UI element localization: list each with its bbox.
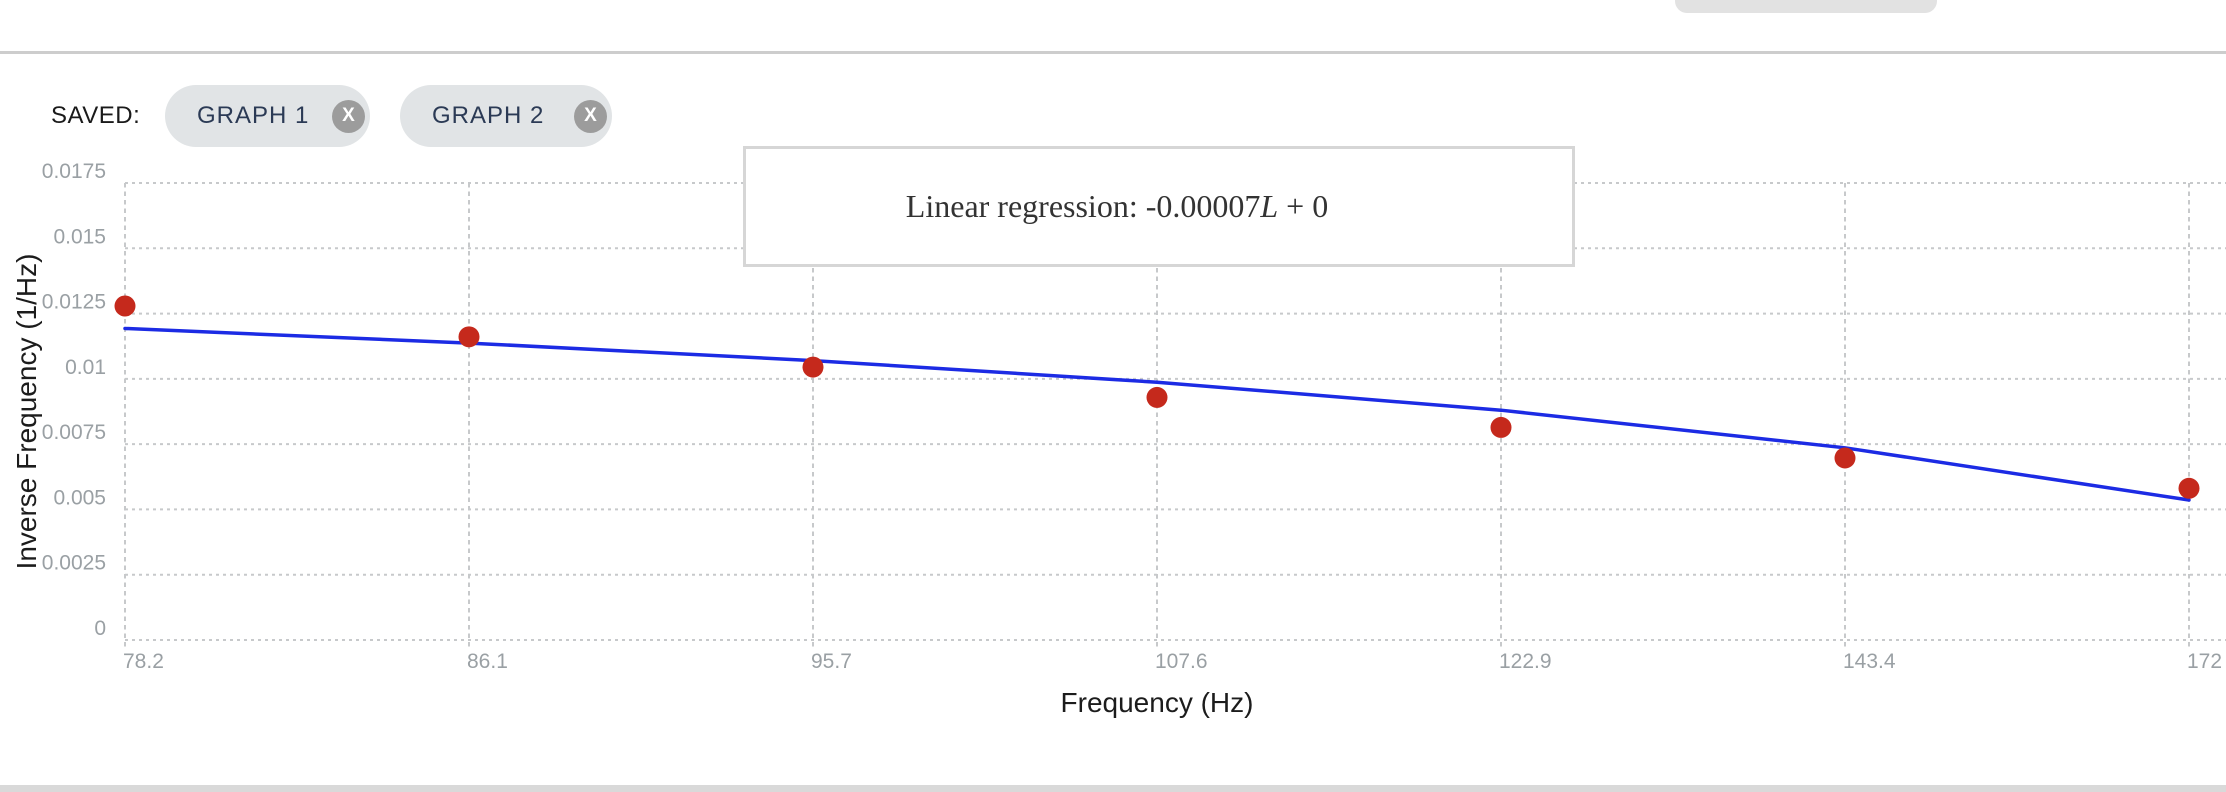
- data-point[interactable]: [1834, 447, 1856, 469]
- chip-close-button[interactable]: X: [574, 99, 607, 133]
- x-axis-tick-label: 143.4: [1843, 650, 1896, 673]
- y-axis-tick-label: 0.0075: [42, 421, 106, 444]
- chip-close-button[interactable]: X: [332, 99, 365, 133]
- data-point[interactable]: [458, 326, 480, 348]
- y-axis-tick-label: 0: [94, 617, 106, 640]
- data-point[interactable]: [114, 295, 136, 317]
- chip-label: GRAPH 2: [432, 102, 545, 129]
- x-axis-tick-label: 86.1: [467, 650, 508, 673]
- data-point[interactable]: [802, 356, 824, 378]
- top-divider: [0, 51, 2226, 54]
- y-axis-title: Inverse Frequency (1/Hz): [11, 254, 42, 570]
- saved-label: SAVED:: [51, 102, 141, 129]
- saved-graph-chip-1[interactable]: GRAPH 1 X: [165, 85, 370, 147]
- saved-graphs-bar: SAVED: GRAPH 1 X GRAPH 2 X: [0, 85, 2226, 147]
- regression-annotation-box: Linear regression: -0.00007 L + 0: [743, 146, 1575, 267]
- x-axis-tick-label: 95.7: [811, 650, 852, 673]
- data-point[interactable]: [2178, 477, 2200, 499]
- close-icon: X: [342, 105, 355, 126]
- regression-equation-suffix: + 0: [1278, 188, 1329, 224]
- close-icon: X: [584, 105, 597, 126]
- y-axis-tick-label: 0.01: [65, 356, 106, 379]
- data-point[interactable]: [1490, 416, 1512, 438]
- data-point[interactable]: [1146, 386, 1168, 408]
- regression-equation-variable: L: [1260, 188, 1279, 224]
- y-axis-tick-label: 0.0025: [42, 552, 106, 575]
- x-axis-tick-label: 172: [2187, 650, 2222, 673]
- saved-graph-chip-2[interactable]: GRAPH 2 X: [400, 85, 612, 147]
- x-axis-tick-label: 122.9: [1499, 650, 1552, 673]
- y-axis-tick-label: 0.0125: [42, 291, 106, 314]
- bottom-divider: [0, 785, 2226, 792]
- x-axis-tick-label: 78.2: [123, 650, 164, 673]
- partial-top-right-button[interactable]: [1675, 0, 1937, 13]
- chip-label: GRAPH 1: [197, 102, 310, 129]
- regression-equation-prefix: Linear regression: -0.00007: [905, 188, 1261, 224]
- y-axis-tick-label: 0.015: [53, 225, 106, 248]
- x-axis-tick-label: 107.6: [1155, 650, 1208, 673]
- x-axis-title: Frequency (Hz): [1061, 687, 1254, 718]
- y-axis-tick-label: 0.005: [53, 486, 106, 509]
- y-axis-tick-label: 0.0175: [42, 160, 106, 183]
